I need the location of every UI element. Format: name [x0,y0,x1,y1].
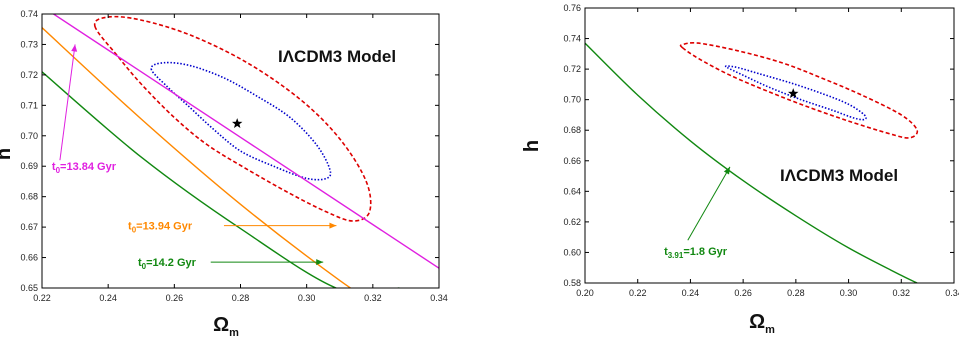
right-y-tick-label: 0.68 [563,125,581,135]
left-series-line-2 [42,71,400,288]
right-best-fit-star [788,88,799,98]
left-contour-inner [150,61,332,181]
left-model-title: IΛCDM3 Model [278,47,396,66]
left-plot-area [42,14,439,288]
left-x-tick-label: 0.28 [232,293,250,303]
right-plot-area [585,42,919,283]
left-y-tick-label: 0.65 [20,283,38,293]
right-y-tick-label: 0.60 [563,247,581,257]
right-x-tick-label: 0.20 [576,288,594,298]
left-y-tick-label: 0.71 [20,100,38,110]
left-y-tick-label: 0.74 [20,9,38,19]
left-x-axis-title: Ωm [213,314,239,339]
right-contour-inner [724,65,867,121]
left-y-axis-title: h [0,148,15,160]
left-chart: 0.22 0.24 0.26 0.28 0.30 0.32 0.34 0.65 0.66 0.6… [0,9,448,339]
left-x-tick-label: 0.26 [166,293,184,303]
right-chart: 0.20 0.22 0.24 0.26 0.28 0.30 0.32 0.34 0.58 0.6… [521,3,959,336]
left-annotation-arrowhead-1 [329,222,337,229]
left-y-tick-label: 0.69 [20,161,38,171]
right-x-tick-label: 0.24 [682,288,700,298]
left-y-tick-label: 0.70 [20,131,38,141]
right-x-axis-title: Ωm [749,311,775,336]
right-y-tick-label: 0.74 [563,34,581,44]
left-x-tick-label: 0.30 [298,293,316,303]
right-x-tick-label: 0.22 [629,288,647,298]
left-series-line-0 [52,14,439,269]
right-y-tick-label: 0.62 [563,217,581,227]
left-y-tick-label: 0.72 [20,70,38,80]
right-x-tick-label: 0.30 [840,288,858,298]
left-y-tick-label: 0.66 [20,253,38,263]
left-series-line-1 [42,27,352,288]
right-x-tick-label: 0.34 [945,288,959,298]
left-series-label-2: t0=14.2 Gyr [138,257,197,271]
left-annotation-arrowhead-2 [316,259,324,266]
left-annotation-arrowhead-0 [71,44,78,52]
right-contour-outer [679,42,919,139]
left-x-tick-label: 0.32 [364,293,382,303]
right-y-tick-label: 0.72 [563,64,581,74]
right-annotation-arrowhead-0 [723,166,730,175]
right-x-tick-label: 0.32 [893,288,911,298]
left-y-tick-label: 0.73 [20,39,38,49]
right-series-line-0 [585,42,918,283]
right-y-tick-label: 0.64 [563,186,581,196]
left-series-label-1: t0=13.94 Gyr [128,221,193,235]
left-best-fit-star [232,118,243,128]
right-y-tick-label: 0.58 [563,278,581,288]
right-y-tick-label: 0.66 [563,156,581,166]
right-plot-frame [584,7,955,284]
left-x-tick-label: 0.22 [33,293,51,303]
right-model-title: IΛCDM3 Model [780,166,898,185]
left-y-tick-label: 0.67 [20,222,38,232]
left-y-tick-label: 0.68 [20,192,38,202]
right-y-axis-title: h [521,140,543,152]
left-x-tick-label: 0.24 [99,293,117,303]
right-y-tick-label: 0.76 [563,3,581,13]
right-annotation-arrow-0 [687,166,731,241]
right-x-tick-label: 0.28 [787,288,805,298]
right-x-tick-label: 0.26 [734,288,752,298]
right-series-label-0: t3.91=1.8 Gyr [664,246,728,260]
right-y-tick-label: 0.70 [563,95,581,105]
left-series-label-0: t0=13.84 Gyr [52,161,117,175]
left-x-tick-label: 0.34 [430,293,448,303]
left-annotation-arrow-0 [59,44,76,161]
